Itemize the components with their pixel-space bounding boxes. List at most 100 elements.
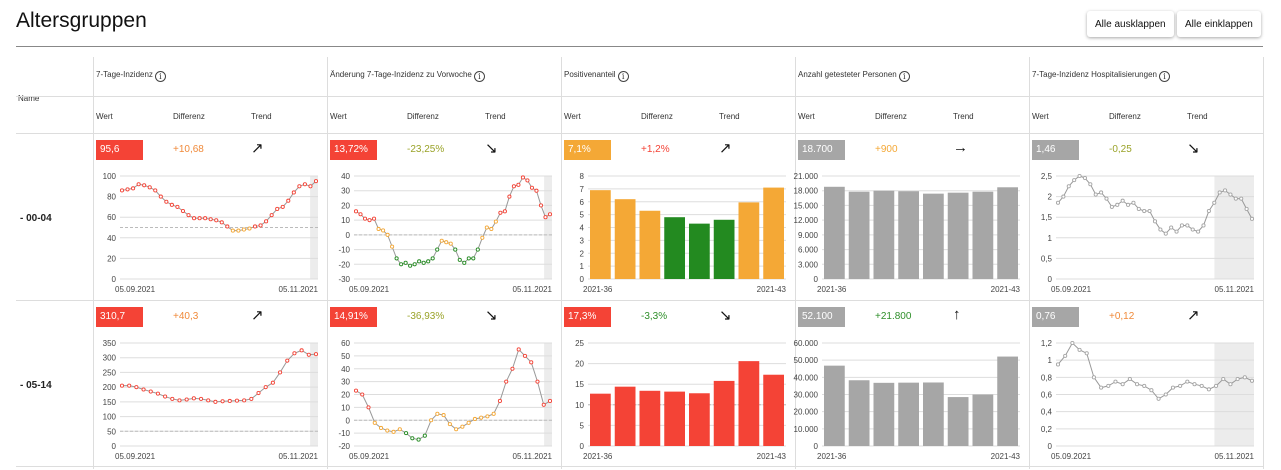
y-tick-label: 20	[341, 201, 350, 210]
y-tick-label: 0	[814, 442, 819, 451]
diff-value: +10,68	[173, 144, 204, 155]
y-tick-label: 0	[580, 275, 585, 284]
data-point	[142, 183, 147, 188]
y-tick-label: 0	[1048, 442, 1053, 451]
column-title: 7-Tage-Inzidenz	[96, 70, 153, 79]
row-name-0004[interactable]: - 00-04	[20, 213, 52, 224]
data-point	[275, 206, 280, 212]
y-tick-label: 2	[1048, 193, 1053, 202]
y-tick-label: 0	[346, 231, 351, 240]
column-header: 7-Tage-Inzidenz i	[96, 70, 166, 82]
data-point	[264, 219, 269, 224]
collapse-all-button[interactable]: Alle einklappen	[1177, 11, 1261, 37]
bar	[898, 191, 919, 279]
y-tick-label: 40	[107, 234, 116, 243]
data-point	[1099, 190, 1104, 195]
data-point	[366, 405, 371, 410]
data-point	[299, 348, 304, 353]
info-icon[interactable]: i	[473, 71, 485, 82]
data-point	[1158, 227, 1163, 232]
data-point	[408, 263, 413, 268]
y-tick-label: 15	[575, 380, 584, 389]
data-point	[1233, 196, 1238, 201]
data-point	[247, 226, 252, 231]
y-tick-label: 60	[107, 213, 116, 222]
data-point	[522, 353, 528, 358]
data-point	[1134, 382, 1140, 387]
y-tick-label: 60.000	[794, 339, 819, 348]
data-point	[510, 366, 515, 371]
data-point	[1127, 377, 1132, 382]
subheader-value: Wert	[564, 112, 581, 121]
info-icon[interactable]: i	[1158, 71, 1170, 82]
bar	[923, 382, 944, 446]
bar	[738, 361, 760, 446]
data-point	[541, 402, 546, 407]
data-point	[1088, 182, 1093, 187]
y-tick-label: 50	[341, 352, 350, 361]
data-point	[1072, 178, 1077, 183]
data-point	[1249, 378, 1255, 383]
row-name-0514[interactable]: - 05-14	[20, 380, 52, 391]
data-point	[353, 209, 359, 214]
data-point	[417, 259, 422, 264]
data-point	[1077, 173, 1082, 179]
data-point	[1136, 206, 1141, 212]
y-tick-label: 80	[107, 193, 116, 202]
data-point	[302, 182, 307, 187]
x-tick-label: 05.09.2021	[115, 452, 156, 461]
data-point	[1156, 396, 1161, 401]
column-divider	[1029, 57, 1030, 469]
y-tick-label: 60	[341, 339, 350, 348]
bar	[873, 382, 895, 446]
data-point	[1190, 227, 1195, 232]
y-tick-label: 150	[103, 398, 117, 407]
info-icon[interactable]: i	[898, 71, 910, 82]
data-point	[1185, 379, 1190, 384]
data-point	[198, 396, 204, 401]
column-title: 7-Tage-Inzidenz Hospitalisierungen	[1032, 70, 1157, 79]
data-point	[127, 383, 132, 388]
diff-value: -3,3%	[641, 311, 668, 322]
column-divider	[795, 57, 796, 469]
bar	[689, 223, 710, 279]
bar	[972, 191, 994, 279]
bar	[898, 382, 919, 446]
expand-all-button[interactable]: Alle ausklappen	[1087, 11, 1174, 37]
data-point	[484, 225, 489, 230]
data-point	[306, 352, 311, 357]
x-tick-label: 05.09.2021	[349, 285, 390, 294]
data-point	[435, 411, 440, 416]
data-point	[479, 415, 484, 420]
data-point	[286, 198, 291, 203]
y-tick-label: 5	[580, 211, 585, 220]
x-tick-label: 05.09.2021	[349, 452, 390, 461]
y-tick-label: 15.000	[794, 201, 819, 210]
row-divider	[16, 466, 1263, 467]
y-tick-label: 6.000	[798, 246, 819, 255]
row-divider	[16, 300, 1263, 301]
chart-bar: 0 1 2 3 4 5 6 7 8 2021-36 2021-43	[580, 172, 787, 294]
data-point	[131, 186, 136, 191]
data-point	[525, 178, 530, 183]
data-point	[1131, 200, 1136, 205]
data-point	[1093, 192, 1098, 197]
y-tick-label: 9.000	[798, 231, 819, 240]
info-icon[interactable]: i	[617, 71, 629, 82]
bar	[614, 386, 636, 446]
data-point	[1196, 229, 1201, 234]
data-point	[1126, 202, 1131, 207]
data-point	[147, 185, 152, 190]
data-point	[1142, 383, 1147, 388]
value-badge: 13,72%	[330, 140, 377, 160]
data-point	[119, 188, 125, 193]
y-tick-label: 350	[103, 339, 117, 348]
column-divider	[327, 57, 328, 469]
subheader-value: Wert	[330, 112, 347, 121]
x-tick-label: 05.09.2021	[115, 285, 156, 294]
data-point	[547, 212, 553, 217]
value-badge: 52.100	[798, 307, 845, 327]
data-point	[493, 219, 498, 224]
data-point	[520, 175, 525, 180]
info-icon[interactable]: i	[154, 71, 166, 82]
